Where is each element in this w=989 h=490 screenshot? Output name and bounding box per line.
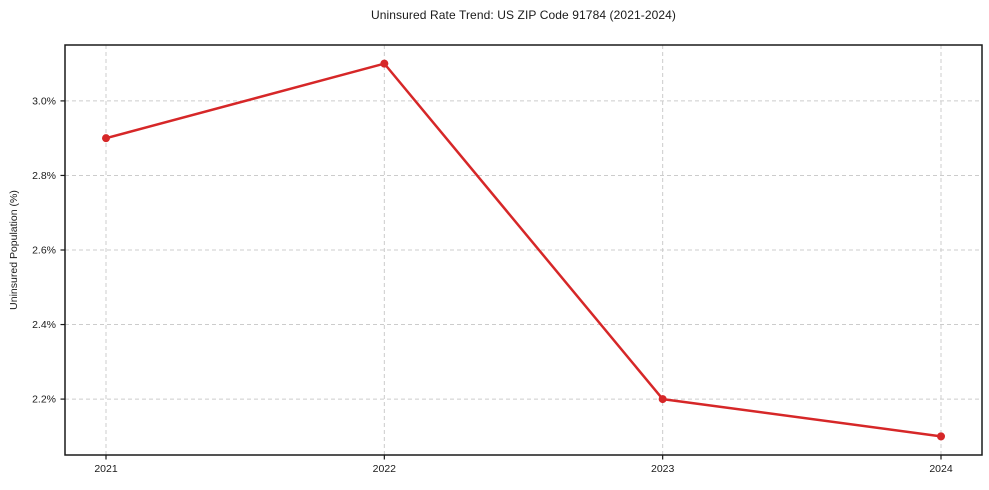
y-tick-label: 2.4% xyxy=(32,319,56,331)
data-point-marker xyxy=(380,59,389,68)
x-tick-label: 2021 xyxy=(94,463,118,475)
x-tick-label: 2023 xyxy=(651,463,675,475)
trend-line xyxy=(104,62,943,438)
chart-title: Uninsured Rate Trend: US ZIP Code 91784 … xyxy=(370,8,677,22)
data-point-marker xyxy=(102,134,110,143)
x-tick-label: 2022 xyxy=(373,463,397,475)
x-tick-label: 2024 xyxy=(929,463,953,475)
data-point-marker xyxy=(658,395,667,404)
y-tick-label: 2.8% xyxy=(32,170,56,182)
y-tick-label: 3.0% xyxy=(32,95,56,107)
y-tick-label: 2.2% xyxy=(32,394,56,406)
y-tick-label: 2.6% xyxy=(32,245,56,257)
data-point-marker xyxy=(937,432,945,441)
